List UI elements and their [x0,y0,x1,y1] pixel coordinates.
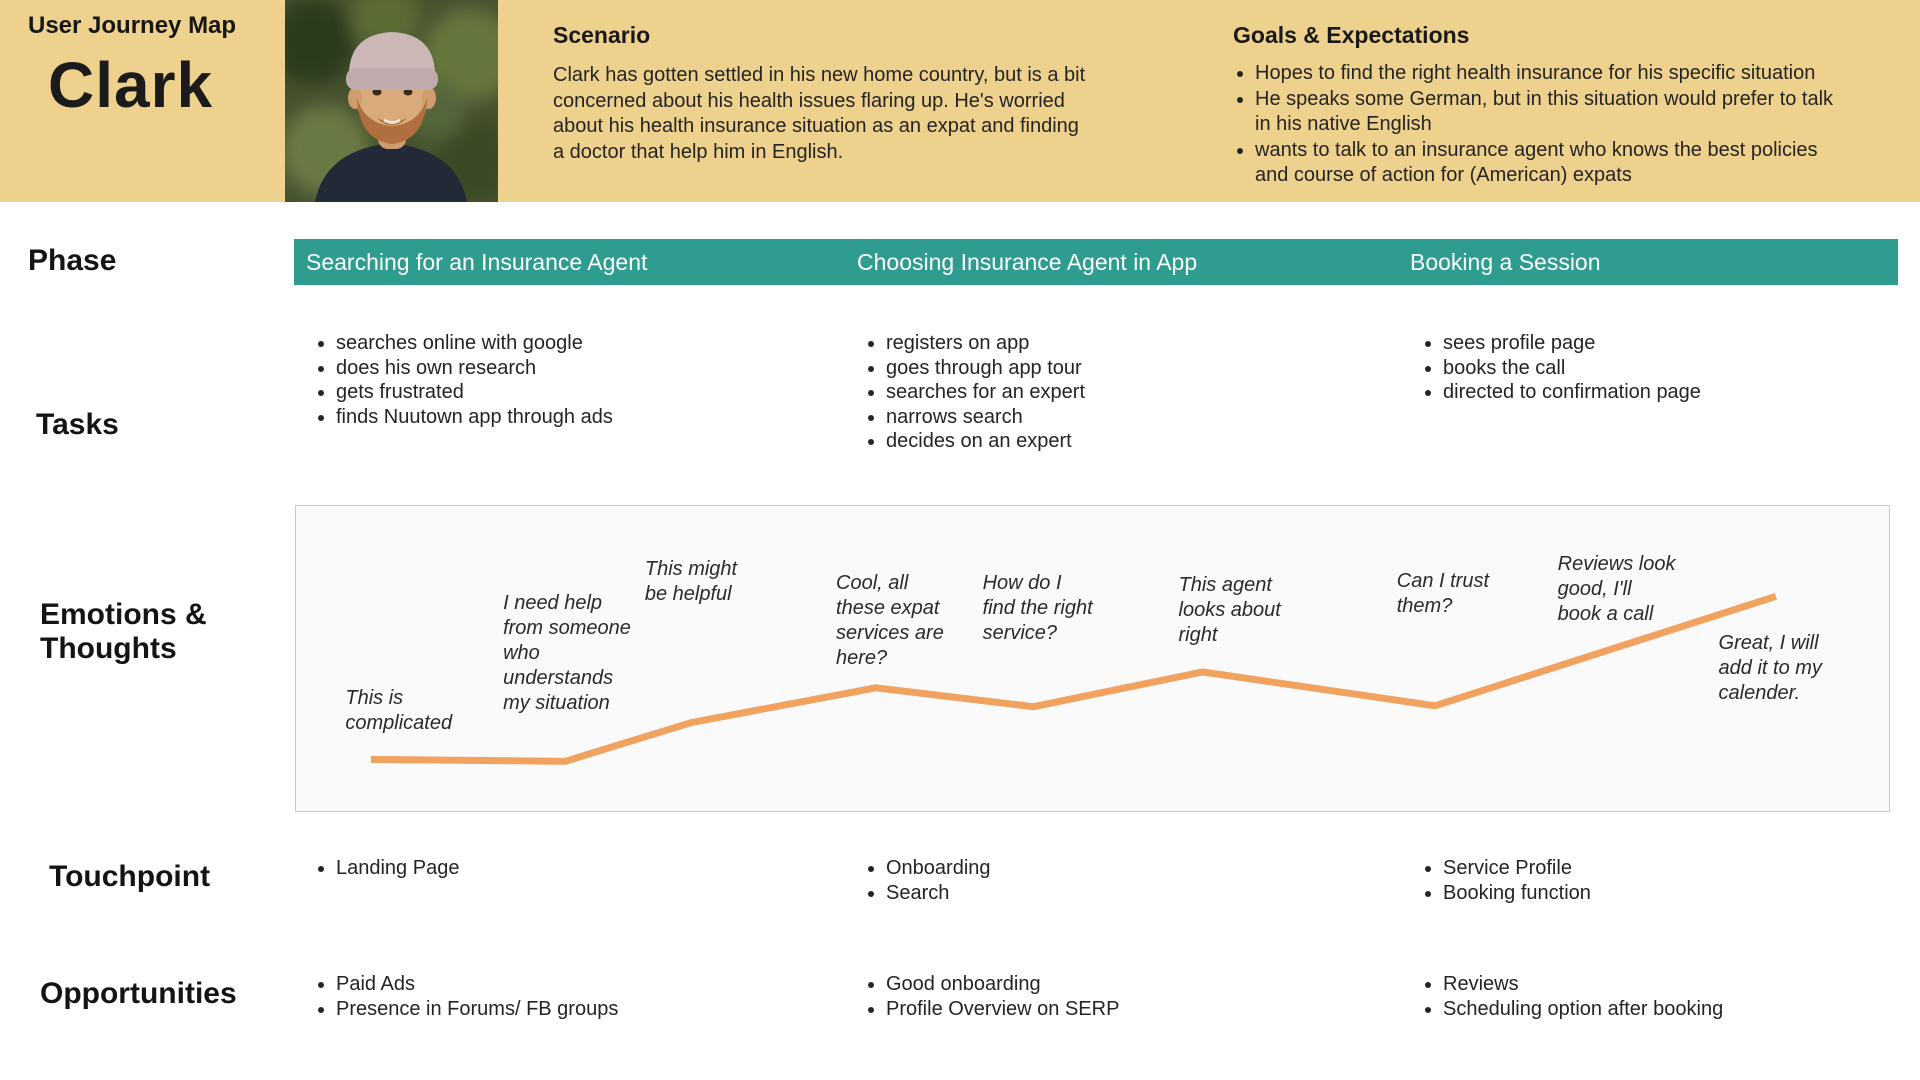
portrait-illustration [285,0,498,202]
phase-title-3: Booking a Session [1410,248,1601,275]
task-item: does his own research [336,356,866,381]
emotion-chart: This is complicated I need help from some… [295,505,1890,812]
phase-bar: Searching for an Insurance Agent Choosin… [294,239,1898,285]
row-label-phase: Phase [28,244,117,277]
tasks-list-phase-2: registers on app goes through app tour s… [868,331,1416,454]
touchpoint-item: Onboarding [886,856,1416,881]
persona-header: User Journey Map Clark [0,0,1920,202]
emotion-line-svg [370,592,1778,765]
goal-item: He speaks some German, but in this situa… [1255,87,1913,138]
thought-label: Reviews look good, I'll book a call [1557,552,1676,625]
opportunity-item: Reviews [1443,972,1920,997]
opportunity-item: Good onboarding [886,972,1416,997]
touchpoints-list-phase-3: Service Profile Booking function [1425,856,1920,906]
opportunities-list-phase-1: Paid Ads Presence in Forums/ FB groups [318,972,866,1022]
row-label-opportunities: Opportunities [40,977,237,1010]
goals-list: Hopes to find the right health insurance… [1233,61,1913,189]
task-item: directed to confirmation page [1443,380,1920,405]
scenario-section: Scenario Clark has gotten settled in his… [553,22,1153,165]
scenario-heading: Scenario [553,22,651,48]
opportunity-item: Profile Overview on SERP [886,997,1416,1022]
touchpoint-item: Booking function [1443,881,1920,906]
thought-label: Cool, all these expat services are here? [836,571,944,669]
touchpoints-list-phase-2: Onboarding Search [868,856,1416,906]
touchpoints-list-phase-1: Landing Page [318,856,866,881]
goals-section: Goals & Expectations Hopes to find the r… [1233,22,1913,189]
task-item: decides on an expert [886,429,1416,454]
task-item: searches for an expert [886,380,1416,405]
task-item: goes through app tour [886,356,1416,381]
map-title: User Journey Map [28,12,237,39]
task-item: sees profile page [1443,331,1920,356]
touchpoint-item: Search [886,881,1416,906]
scenario-text: Clark has gotten settled in his new home… [553,64,1086,163]
persona-photo [285,0,498,202]
task-item: narrows search [886,405,1416,430]
goal-item: Hopes to find the right health insurance… [1255,61,1913,87]
opportunity-item: Presence in Forums/ FB groups [336,997,866,1022]
opportunities-list-phase-3: Reviews Scheduling option after booking [1425,972,1920,1022]
goal-item: wants to talk to an insurance agent who … [1255,138,1913,189]
opportunity-item: Paid Ads [336,972,866,997]
opportunities-list-phase-2: Good onboarding Profile Overview on SERP [868,972,1416,1022]
persona-name: Clark [48,49,214,121]
phase-title-1: Searching for an Insurance Agent [306,248,648,275]
touchpoint-item: Landing Page [336,856,866,881]
tasks-list-phase-1: searches online with google does his own… [318,331,866,429]
touchpoint-item: Service Profile [1443,856,1920,881]
thought-label: Can I trust them? [1396,569,1490,617]
task-item: searches online with google [336,331,866,356]
thought-label: This is complicated [345,686,453,734]
goals-heading: Goals & Expectations [1233,22,1470,48]
row-label-touchpoint: Touchpoint [49,860,211,893]
thought-label: This agent looks about right [1178,574,1281,647]
task-item: books the call [1443,356,1920,381]
emotion-annotations: This is complicated I need help from some… [296,506,1889,811]
task-item: gets frustrated [336,380,866,405]
phase-title-2: Choosing Insurance Agent in App [857,248,1198,275]
opportunity-item: Scheduling option after booking [1443,997,1920,1022]
thought-label: Great, I will add it to my calender. [1718,632,1822,705]
thought-label: I need help from someone who understands… [503,592,631,715]
thought-label: This might be helpful [644,557,738,605]
task-item: registers on app [886,331,1416,356]
tasks-list-phase-3: sees profile page books the call directe… [1425,331,1920,405]
task-item: finds Nuutown app through ads [336,405,866,430]
thought-label: How do I find the right service? [982,571,1093,644]
row-label-tasks: Tasks [36,408,119,441]
row-label-emotions: Emotions & Thoughts [40,598,207,665]
